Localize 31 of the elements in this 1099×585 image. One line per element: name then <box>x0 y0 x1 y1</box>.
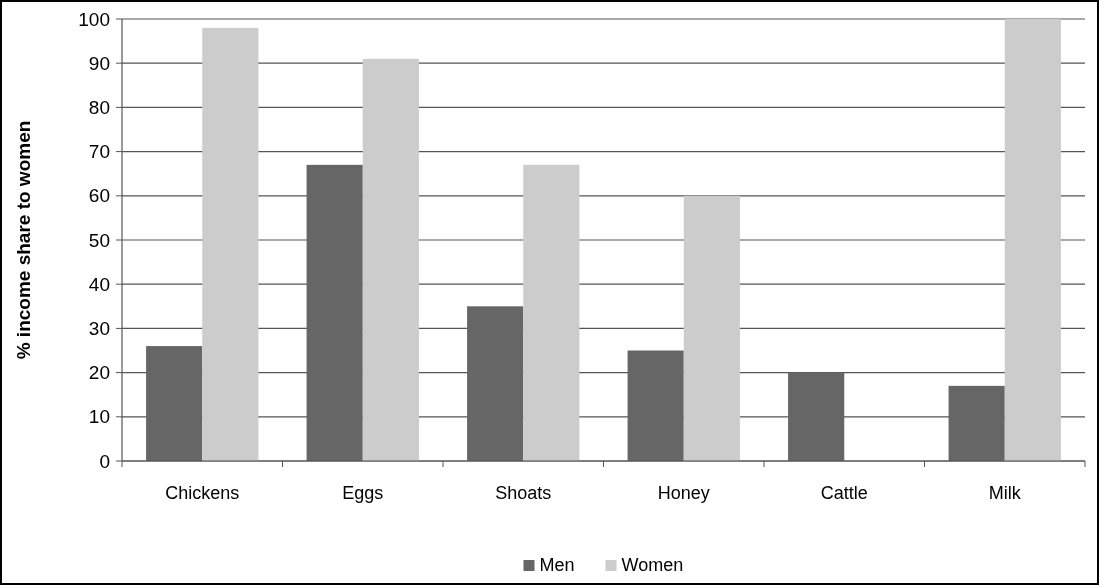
y-tick-label: 90 <box>88 52 110 74</box>
y-tick-label: 80 <box>88 97 110 119</box>
x-tick-label: Milk <box>988 483 1022 503</box>
bar <box>523 164 580 461</box>
y-tick-label: 0 <box>99 450 110 472</box>
y-tick-label: 20 <box>88 362 110 384</box>
bar <box>948 385 1005 461</box>
bar <box>467 306 524 461</box>
y-tick-label: 30 <box>88 318 110 340</box>
x-tick-label: Cattle <box>820 483 868 503</box>
x-tick-label: Honey <box>657 483 710 503</box>
legend-label: Women <box>621 555 684 575</box>
y-axis-title: % income share to women <box>13 120 34 360</box>
y-tick-label: 40 <box>88 273 110 295</box>
bar <box>1004 19 1061 461</box>
bar <box>146 346 203 461</box>
bar <box>627 350 684 461</box>
x-tick-label: Shoats <box>495 483 552 503</box>
bar <box>788 372 845 461</box>
y-tick-label: 60 <box>88 185 110 207</box>
y-tick-label: 100 <box>78 8 110 30</box>
y-tick-label: 70 <box>88 141 110 163</box>
bar <box>306 164 363 461</box>
x-tick-label: Chickens <box>165 483 240 503</box>
legend-label: Men <box>539 555 575 575</box>
bar <box>683 195 740 461</box>
bar <box>202 27 259 461</box>
bar <box>362 58 419 461</box>
y-tick-label: 10 <box>88 406 110 428</box>
y-tick-label: 50 <box>88 229 110 251</box>
x-tick-label: Eggs <box>342 483 384 503</box>
